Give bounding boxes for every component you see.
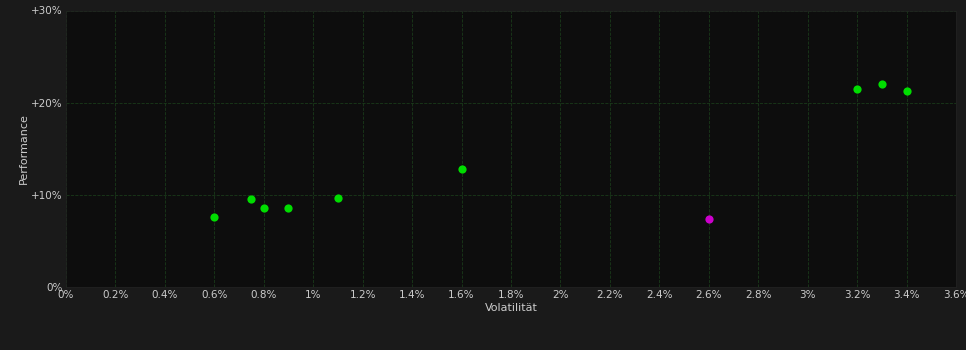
X-axis label: Volatilität: Volatilität bbox=[485, 302, 537, 313]
Point bbox=[243, 196, 259, 201]
Point bbox=[256, 205, 271, 211]
Point bbox=[850, 86, 866, 92]
Point bbox=[281, 205, 297, 211]
Point bbox=[899, 88, 915, 93]
Point bbox=[701, 216, 717, 222]
Point bbox=[874, 82, 890, 87]
Point bbox=[330, 195, 346, 201]
Y-axis label: Performance: Performance bbox=[18, 113, 29, 184]
Point bbox=[207, 214, 222, 220]
Point bbox=[454, 166, 469, 172]
